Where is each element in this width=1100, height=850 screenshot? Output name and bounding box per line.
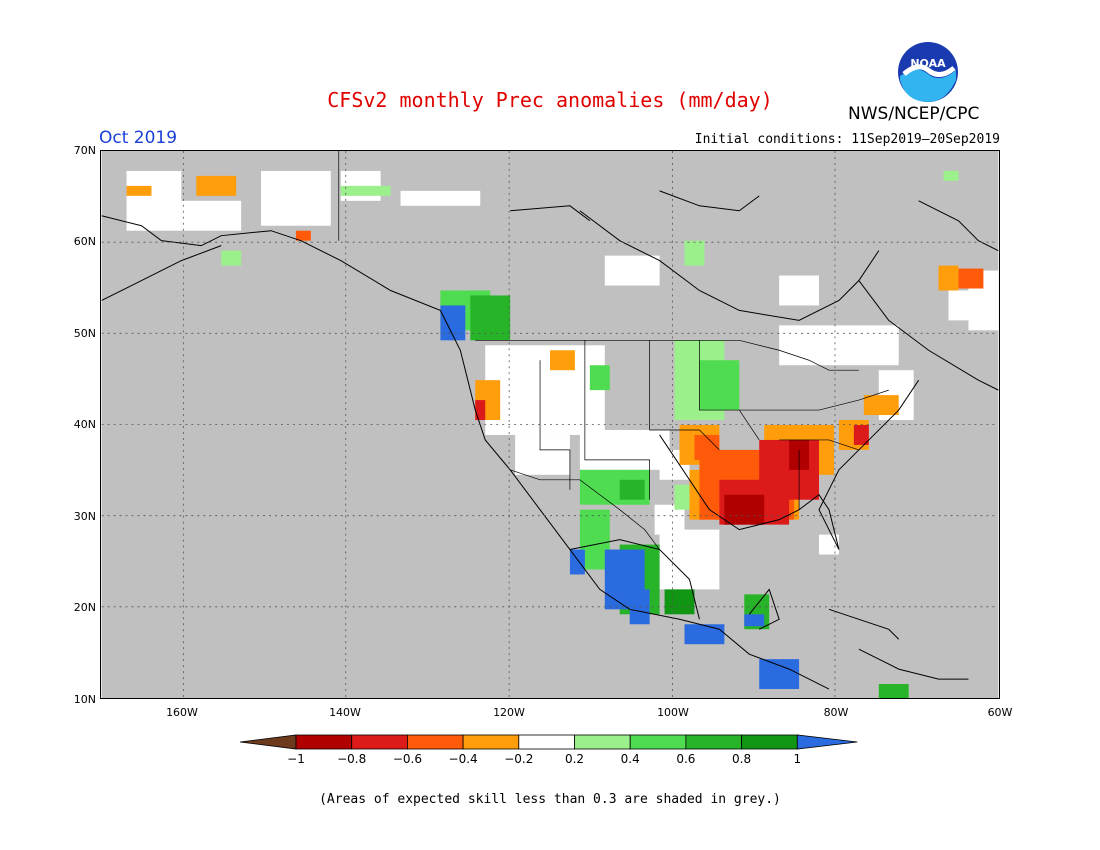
legend-swatch [351, 734, 408, 750]
legend-swatch [741, 734, 798, 750]
lon-label: 80W [823, 706, 849, 719]
legend-tick-label: −0.2 [504, 752, 534, 766]
organization-label: NWS/NCEP/CPC [848, 104, 980, 124]
legend-swatch [240, 734, 297, 750]
coastlines [101, 190, 999, 690]
legend-swatch [629, 734, 687, 750]
legend-swatch [462, 734, 520, 750]
initial-conditions-label: Initial conditions: 11Sep2019–20Sep2019 [694, 132, 1000, 147]
legend-tick-label: 0.6 [676, 752, 696, 766]
political-borders [338, 151, 889, 550]
lat-label: 10N [73, 693, 96, 706]
legend-tick-label: 0.4 [620, 752, 640, 766]
legend-tick-label: 0.2 [564, 752, 585, 766]
strong-positive-regions [440, 305, 800, 690]
legend-tick-label: −0.4 [448, 752, 478, 766]
legend-tick-label: −0.8 [337, 752, 367, 766]
lon-label: 160W [166, 706, 198, 719]
neutral-anomaly-regions [126, 170, 999, 590]
lat-label: 30N [73, 510, 96, 523]
lat-label: 70N [73, 144, 96, 157]
legend-tick-label: −0.6 [392, 752, 422, 766]
legend-swatch [685, 734, 742, 750]
lat-label: 20N [73, 601, 96, 614]
noaa-logo-text: NOAA [910, 57, 946, 70]
skill-footnote: (Areas of expected skill less than 0.3 a… [319, 792, 781, 807]
forecast-month-label: Oct 2019 [99, 128, 178, 148]
map-title: CFSv2 monthly Prec anomalies (mm/day) [327, 88, 773, 112]
legend-tick-label: 1 [793, 752, 802, 766]
lon-label: 140W [329, 706, 361, 719]
graticule [101, 151, 999, 698]
legend-tick-label: 0.8 [732, 752, 752, 766]
precip-anomaly-map [100, 150, 1000, 699]
legend-swatch [574, 734, 631, 750]
legend-colorbar [240, 734, 858, 750]
lat-label: 40N [73, 418, 96, 431]
legend-swatch [796, 734, 858, 750]
lat-label: 50N [73, 327, 96, 340]
negative-anomaly-regions [126, 175, 984, 525]
lon-label: 120W [493, 706, 525, 719]
legend-swatch [518, 734, 575, 750]
legend-swatch [406, 734, 464, 750]
lon-label: 100W [657, 706, 689, 719]
legend-tick-label: −1 [287, 752, 305, 766]
legend-swatch [295, 734, 353, 750]
noaa-logo: NOAA [898, 42, 958, 102]
lat-label: 60N [73, 235, 96, 248]
lon-label: 60W [987, 706, 1013, 719]
